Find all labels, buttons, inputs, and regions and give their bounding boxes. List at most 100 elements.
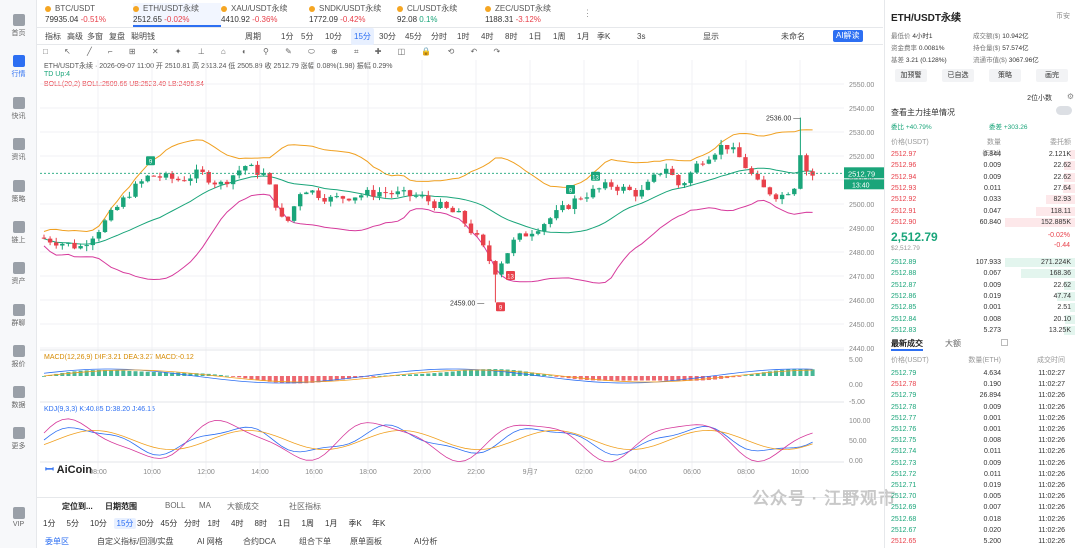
interval-button[interactable]: 10分 — [90, 519, 107, 528]
ask-row[interactable]: 2512.94 0.009 22.62 — [891, 172, 1075, 183]
footer-tab[interactable]: 组合下单 — [299, 537, 331, 546]
bottom-tab[interactable]: 日期范围 — [105, 502, 137, 511]
exchange-label[interactable]: 币安 — [1056, 13, 1070, 20]
toolbar-item[interactable]: 8时 — [505, 32, 518, 41]
bid-row[interactable]: 2512.87 0.009 22.62 — [891, 280, 1075, 291]
interval-button[interactable]: 30分 — [137, 519, 154, 528]
depth-select[interactable]: 2位小数 — [1027, 95, 1052, 102]
toolbar-item[interactable]: 30分 — [379, 32, 396, 41]
price-scale[interactable]: 2550.002540.002530.002520.002510.002500.… — [844, 60, 884, 478]
toolbar-item[interactable]: 多窗 — [87, 32, 103, 41]
ask-row[interactable]: 2512.93 0.011 27.64 — [891, 183, 1075, 194]
ticker-tab[interactable]: XAU/USDT永续 4410.92 -0.36% — [221, 3, 309, 27]
sidebar-item-8[interactable]: 报价 — [0, 345, 37, 369]
ticker-more-icon[interactable]: ⋮ — [583, 8, 592, 18]
interval-button[interactable]: 8时 — [254, 519, 267, 528]
sidebar-item-5[interactable]: 链上 — [0, 221, 37, 245]
footer-tab[interactable]: 合约DCA — [243, 537, 276, 546]
toolbar-item[interactable]: 5分 — [301, 32, 314, 41]
toolbar-item[interactable]: 1时 — [457, 32, 470, 41]
bid-row[interactable]: 2512.85 0.001 2.51 — [891, 302, 1075, 313]
toolbar-item[interactable]: 周期 — [245, 32, 261, 41]
footer-tab[interactable]: 委单区 — [45, 537, 69, 546]
toolbar-item[interactable]: AI解读 — [833, 30, 863, 42]
interval-button[interactable]: 年K — [372, 519, 386, 528]
ticker-tab[interactable]: ETH/USDT永续 2512.65 -0.02% — [133, 3, 221, 27]
interval-button[interactable]: 5分 — [66, 519, 79, 528]
toolbar-item[interactable]: 10分 — [325, 32, 342, 41]
bottom-tab[interactable]: 定位到... — [62, 502, 93, 511]
panel-action-button[interactable]: 加预警 — [895, 69, 927, 82]
drawing-tools-icons[interactable]: □ ↖ ╱ ⌐ ⊞ ✕ ✦ ⊥ ⌂ ◐ ⚲ ✎ ⬭ ⊕ ⌗ ✚ ◫ 🔒 ⟲ ↶ … — [43, 47, 508, 56]
ticker-tab[interactable]: SNDK/USDT永续 1772.09 -0.42% — [309, 3, 397, 27]
sidebar-item-6[interactable]: 资产 — [0, 262, 37, 286]
toolbar-item[interactable]: 分时 — [431, 32, 447, 41]
ask-row[interactable]: 2512.90 60.840 152.885K — [891, 217, 1075, 228]
trade-tab[interactable]: 最新成交 — [891, 338, 923, 351]
ticker-tab[interactable]: ZEC/USDT永续 1188.31 -3.12% — [485, 3, 573, 27]
sidebar-item-11[interactable]: VIP — [0, 507, 37, 528]
interval-button[interactable]: 4时 — [231, 519, 244, 528]
toolbar-item[interactable]: 复盘 — [109, 32, 125, 41]
trade-tab[interactable]: 大额 — [945, 339, 961, 348]
ask-row[interactable]: 2512.97 0.844 2.121K — [891, 149, 1075, 160]
footer-tab[interactable]: 原单面板 — [350, 537, 382, 546]
panel-action-button[interactable]: 策略 — [989, 69, 1021, 82]
sidebar-item-2[interactable]: 快讯 — [0, 97, 37, 121]
toolbar-item[interactable]: 45分 — [405, 32, 422, 41]
bid-row[interactable]: 2512.83 5.273 13.25K — [891, 325, 1075, 336]
settings-icon[interactable]: ⚙ — [1066, 92, 1074, 101]
ask-row[interactable]: 2512.96 0.009 22.62 — [891, 160, 1075, 171]
toolbar-item[interactable]: 显示 — [703, 32, 719, 41]
sidebar-item-10[interactable]: 更多 — [0, 427, 37, 451]
bottom-tab[interactable]: BOLL — [165, 501, 186, 510]
toolbar-item[interactable]: 1周 — [553, 32, 566, 41]
bid-row[interactable]: 2512.88 0.067 168.36 — [891, 268, 1075, 279]
sidebar-item-3[interactable]: 资讯 — [0, 138, 37, 162]
panel-action-button[interactable]: 已自选 — [942, 69, 974, 82]
interval-button[interactable]: 1月 — [325, 519, 338, 528]
footer-tab[interactable]: AI 网格 — [197, 537, 223, 546]
ask-row[interactable]: 2512.91 0.047 118.11 — [891, 206, 1075, 217]
sidebar-item-0[interactable]: 首页 — [0, 14, 37, 38]
footer-tab[interactable]: AI分析 — [414, 537, 438, 546]
interval-button[interactable]: 45分 — [160, 519, 178, 528]
ticker-tab[interactable]: BTC/USDT 79935.04 -0.51% — [45, 3, 133, 27]
interval-button[interactable]: 1分 — [43, 519, 56, 528]
toolbar-item[interactable]: 1分 — [281, 32, 294, 41]
whale-toggle[interactable] — [1056, 106, 1072, 115]
toolbar-item[interactable]: 未命名 — [781, 32, 805, 41]
whale-orders-link[interactable]: 查看主力挂单情况 — [891, 108, 955, 117]
toolbar-item[interactable]: 聪明钱 — [131, 32, 155, 41]
sidebar-item-4[interactable]: 策略 — [0, 180, 37, 204]
toolbar-item[interactable]: 1月 — [577, 32, 590, 41]
ask-row[interactable]: 2512.92 0.033 82.93 — [891, 194, 1075, 205]
interval-button[interactable]: 分时 — [184, 519, 200, 528]
interval-button[interactable]: 1日 — [278, 519, 291, 528]
footer-tab[interactable]: 自定义指标/回测/实盘 — [97, 537, 174, 546]
ticker-tab[interactable]: CL/USDT永续 92.08 0.1% — [397, 3, 485, 27]
sidebar-item-1[interactable]: 行情 — [0, 55, 37, 79]
interval-button[interactable]: 季K — [348, 519, 362, 528]
bottom-tab[interactable]: MA — [199, 501, 211, 510]
toolbar-item[interactable]: 高级 — [67, 32, 83, 41]
interval-button[interactable]: 15分 — [113, 518, 137, 529]
toolbar-item[interactable]: 1日 — [529, 32, 542, 41]
toolbar-item[interactable]: 季K — [597, 32, 611, 41]
bid-row[interactable]: 2512.86 0.019 47.74 — [891, 291, 1075, 302]
interval-button[interactable]: 1时 — [207, 519, 220, 528]
bid-row[interactable]: 2512.89 107.933 271.224K — [891, 257, 1075, 268]
toolbar-item[interactable]: 指标 — [45, 32, 61, 41]
interval-button[interactable]: 1周 — [301, 519, 314, 528]
trade-filter-checkbox[interactable] — [1001, 339, 1008, 346]
toolbar-item[interactable]: 15分 — [351, 28, 374, 45]
bottom-tab[interactable]: 大额成交 — [227, 502, 259, 511]
toolbar-item[interactable]: 4时 — [481, 32, 494, 41]
sidebar-item-7[interactable]: 群聊 — [0, 304, 37, 328]
toolbar-item[interactable]: 3s — [637, 32, 646, 41]
candlestick-chart[interactable]: 2536.00 — 2459.00 — 9 9 13 9 13 08:00 10:00 12:00… — [40, 60, 844, 478]
bottom-tab[interactable]: 社区指标 — [289, 502, 321, 511]
panel-action-button[interactable]: 画完 — [1036, 69, 1068, 82]
sidebar-item-9[interactable]: 数据 — [0, 386, 37, 410]
bid-row[interactable]: 2512.84 0.008 20.10 — [891, 314, 1075, 325]
